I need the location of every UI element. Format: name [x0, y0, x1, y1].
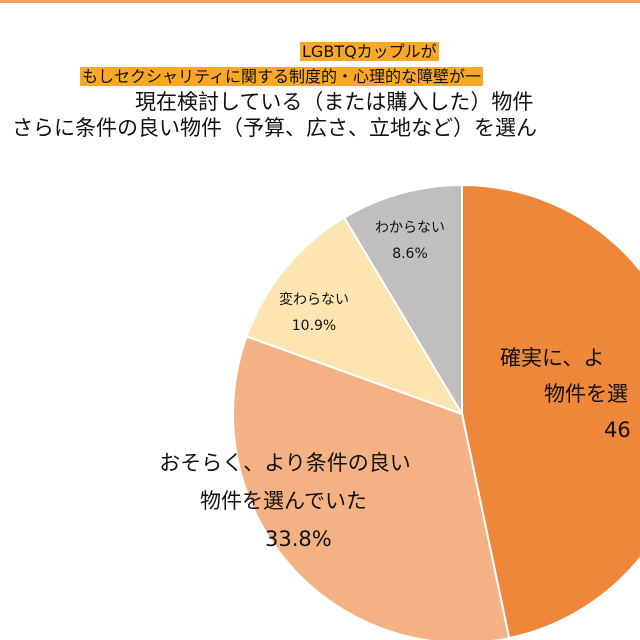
- pie-slice-1: [232, 335, 511, 640]
- label-line: 確実に、よ: [500, 346, 605, 370]
- slice-label-unknown: わからない 8.6%: [370, 215, 450, 267]
- slice-label-certainly: 確実に、よ 物件を選 46: [500, 340, 631, 448]
- title-line-1: LGBTQカップルが: [300, 38, 439, 62]
- title-highlight-2: もしセクシャリティに関する制度的・心理的な障壁が一: [80, 67, 484, 86]
- title-line-2: もしセクシャリティに関する制度的・心理的な障壁が一: [80, 63, 484, 87]
- title-highlight-1: LGBTQカップルが: [300, 42, 439, 61]
- label-line: 物件を選んでいた: [200, 489, 367, 513]
- label-value: 46: [604, 418, 631, 442]
- pie-slice-3: [342, 183, 463, 418]
- label-line: おそらく、より条件の良い: [159, 451, 411, 475]
- slice-label-unchanged: 変わらない 10.9%: [274, 287, 354, 339]
- label-line: 物件を選: [544, 382, 628, 406]
- slice-label-probably: おそらく、より条件の良い 物件を選んでいた 33.8%: [150, 444, 420, 558]
- pie-slice-2: [245, 216, 465, 416]
- title-line-3: 現在検討している（または購入した）物件: [135, 90, 534, 114]
- label-value: 33.8%: [265, 527, 332, 551]
- label-value: 8.6%: [392, 246, 428, 262]
- label-value: 10.9%: [291, 318, 337, 334]
- label-line: わからない: [375, 220, 445, 236]
- label-line: 変わらない: [279, 292, 349, 308]
- title-line-4: さらに条件の良い物件（予算、広さ、立地など）を選ん: [12, 116, 537, 140]
- pie-slice-0: [461, 183, 640, 640]
- top-border: [0, 0, 640, 3]
